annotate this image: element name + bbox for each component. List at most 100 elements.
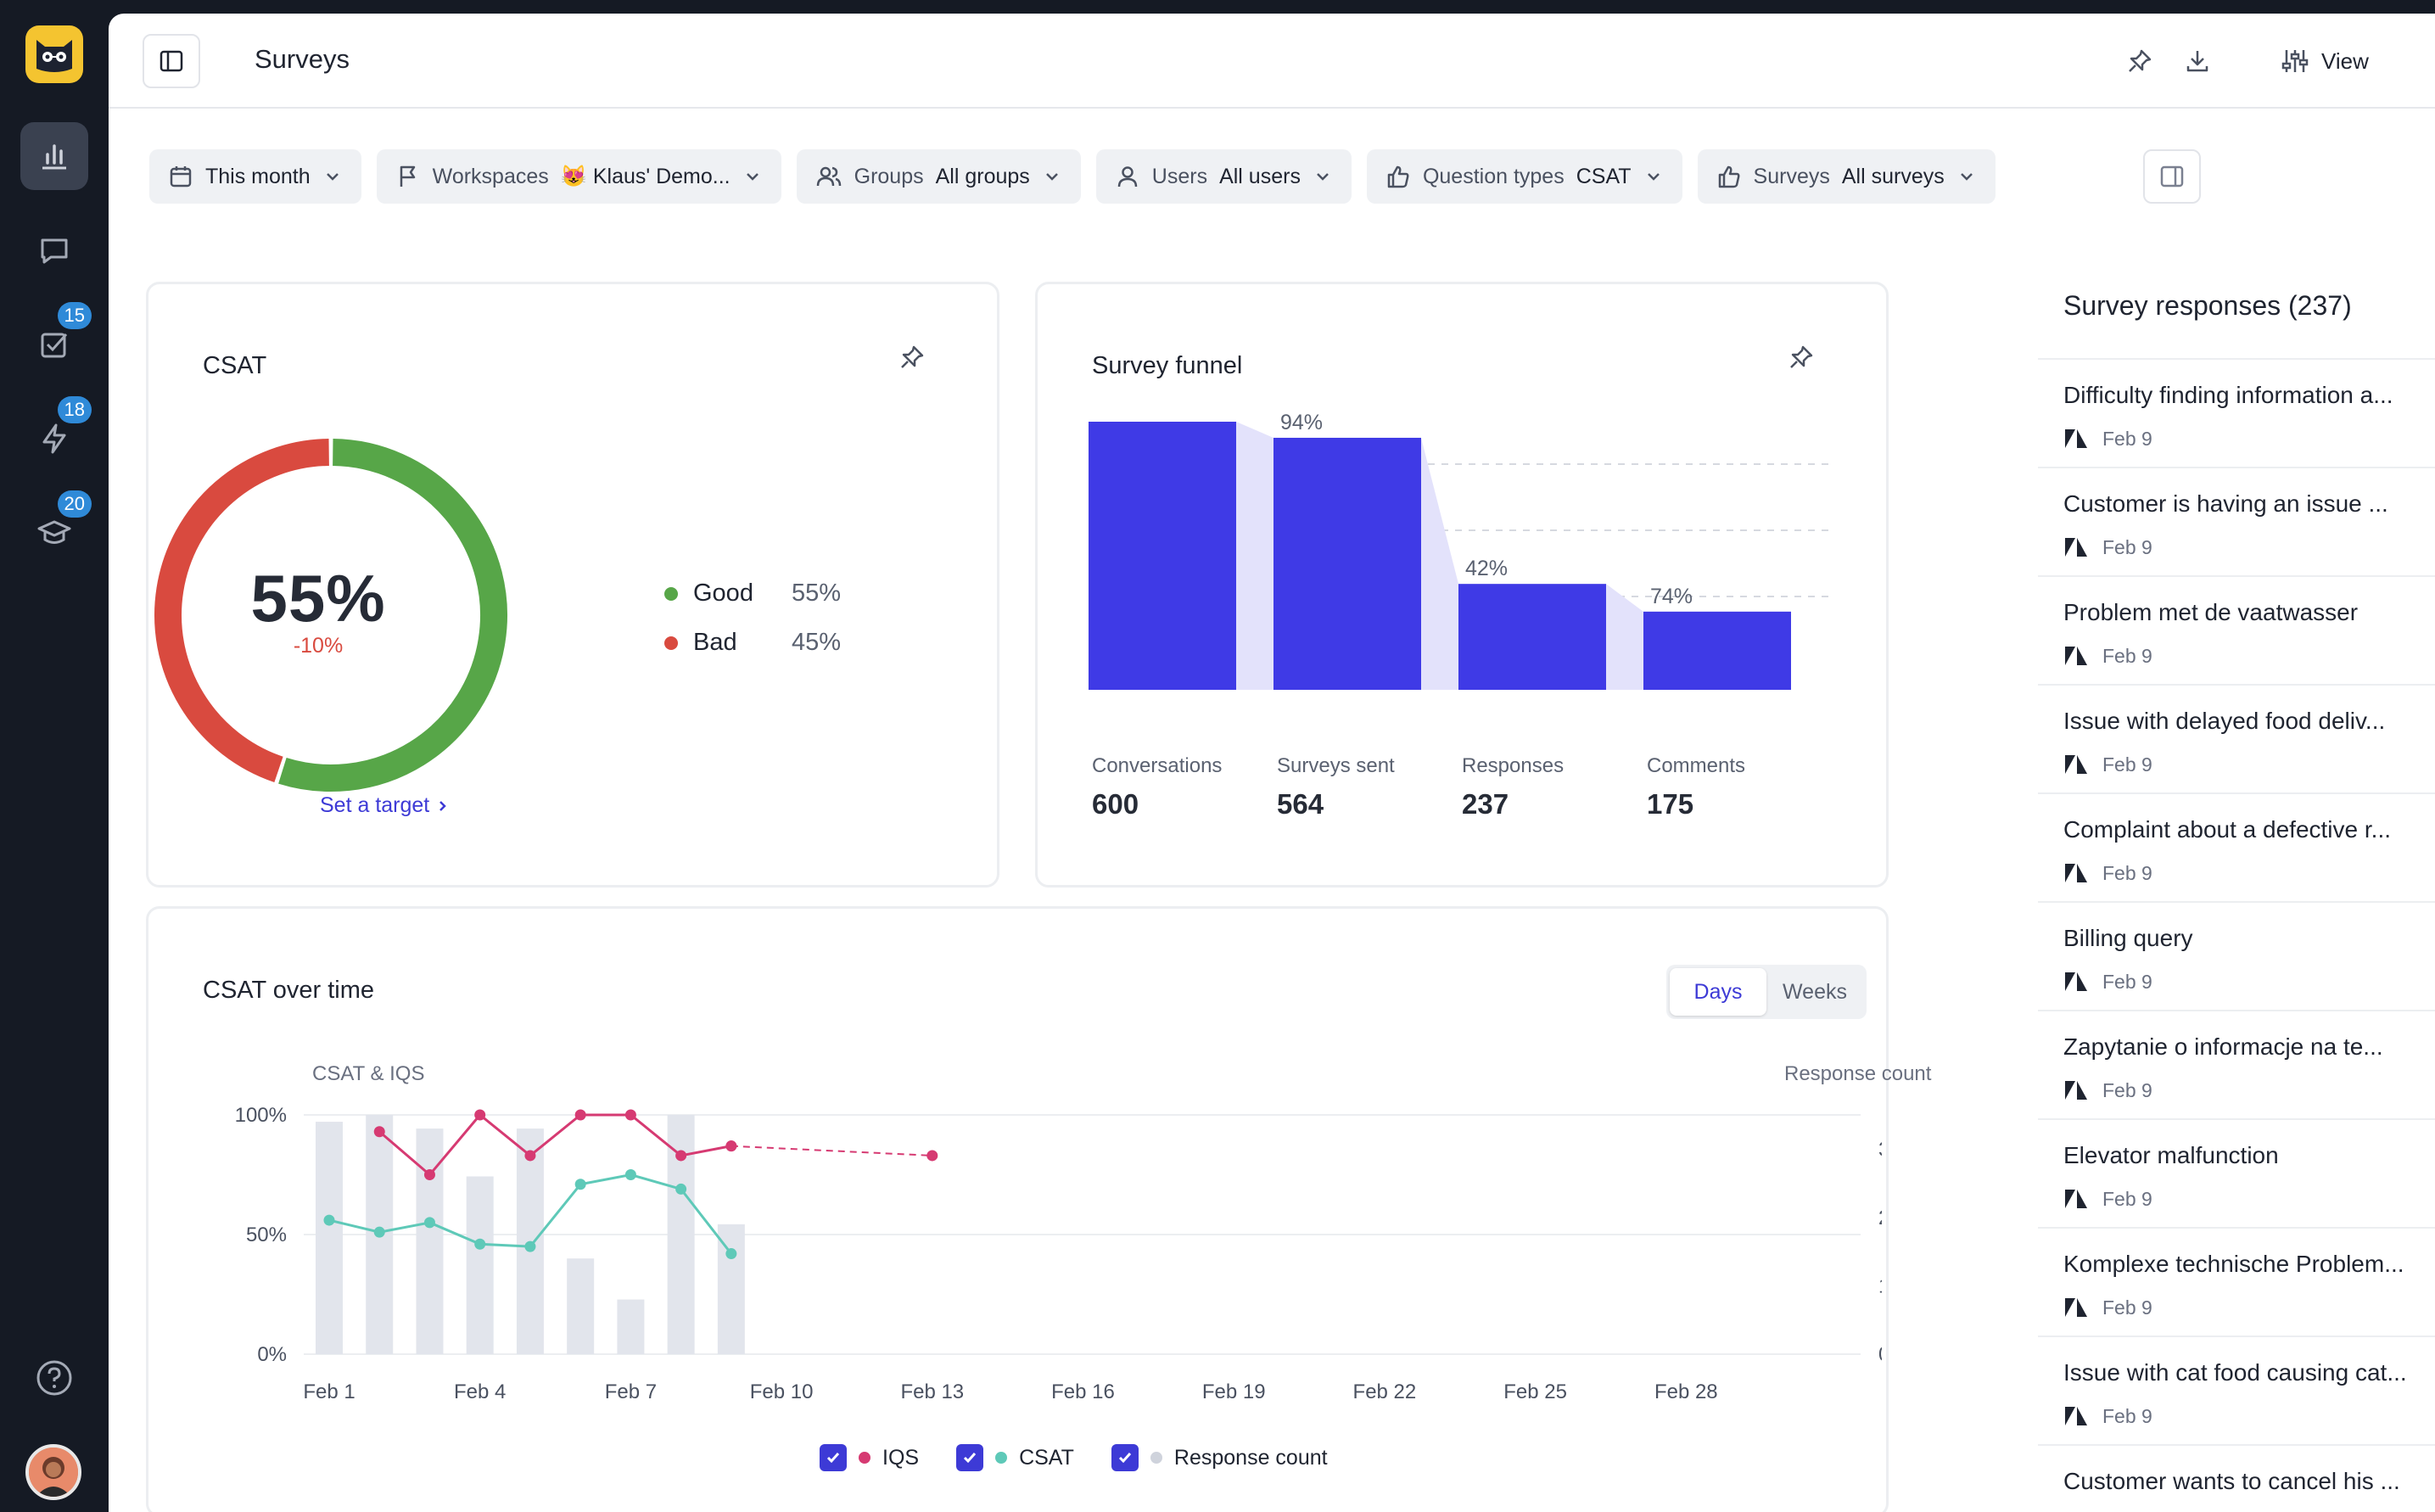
response-item[interactable]: Komplexe technische Problem...BadFeb 9 [2038, 1229, 2435, 1337]
iqs-point [524, 1150, 536, 1162]
check-icon [826, 1453, 840, 1464]
rail-help[interactable] [20, 1344, 88, 1412]
responses-list: Difficulty finding information a...BadFe… [2038, 358, 2435, 1512]
chevron-down-icon [1317, 173, 1329, 181]
x-tick-label: Feb 7 [605, 1380, 657, 1403]
legend-response-count[interactable]: Response count [1111, 1444, 1328, 1471]
response-item[interactable]: Customer wants to cancel his ...BadFeb 9 [2038, 1446, 2435, 1512]
calendar-icon [170, 166, 192, 188]
response-item[interactable]: Problem met de vaatwasserGoodFeb 9 [2038, 577, 2435, 686]
response-count-bar [316, 1122, 343, 1354]
pin-page-button[interactable] [2123, 44, 2157, 78]
response-item[interactable]: Zapytanie o informacje na te...GoodFeb 9 [2038, 1011, 2435, 1120]
legend-csat[interactable]: CSAT [956, 1444, 1074, 1471]
bar-chart-icon [42, 144, 66, 170]
filter-users[interactable]: Users All users [1095, 149, 1352, 204]
response-count-checkbox[interactable] [1111, 1444, 1139, 1471]
flag-icon [400, 165, 415, 187]
funnel-conversion-label: 94% [1280, 412, 1323, 434]
filter-groups[interactable]: Groups All groups [796, 149, 1081, 204]
donut-slice-good [278, 439, 507, 792]
view-label: View [2321, 48, 2369, 74]
response-item[interactable]: Issue with delayed food deliv...GoodFeb … [2038, 686, 2435, 794]
zendesk-icon [2065, 538, 2087, 557]
csat-point [474, 1238, 486, 1250]
funnel-connector [1606, 584, 1643, 690]
set-target-link[interactable]: Set a target [320, 793, 450, 818]
donut-center: 55% -10% [191, 560, 445, 658]
response-item[interactable]: Difficulty finding information a...BadFe… [2038, 360, 2435, 468]
funnel-card: Survey funnel 94% 42% 74% Conversations 60… [1035, 282, 1889, 888]
chevron-down-icon [746, 173, 758, 181]
user-avatar[interactable] [25, 1444, 81, 1500]
zendesk-icon [2065, 1190, 2087, 1208]
chart-legend: IQS CSAT Response count [820, 1444, 1328, 1471]
x-tick-label: Feb 28 [1654, 1380, 1718, 1403]
response-item[interactable]: Billing queryBadFeb 9 [2038, 903, 2435, 1011]
check-icon [1118, 1453, 1132, 1464]
funnel-bar-responses [1458, 584, 1606, 690]
avatar-photo [29, 1448, 78, 1497]
rail-conversations[interactable] [20, 216, 88, 284]
legend-bad-value: 45% [792, 629, 842, 656]
csat-over-time-chart: 0% 50% 100% 0 10 20 30 Feb 1 Feb 4 Feb 7 Feb 10 Feb… [235, 1104, 1882, 1403]
filter-question-types[interactable]: Question types CSAT [1366, 149, 1682, 204]
filter-workspaces[interactable]: Workspaces 😻 Klaus' Demo... [376, 149, 781, 204]
csat-donut-chart [154, 439, 507, 792]
csat-title: CSAT [203, 352, 267, 379]
good-dot [664, 586, 678, 601]
toggle-weeks[interactable]: Weeks [1783, 979, 1847, 1004]
response-date: Feb 9 [2102, 1188, 2152, 1210]
download-button[interactable] [2180, 44, 2214, 78]
filter-date[interactable]: This month [149, 149, 361, 204]
rail-analytics[interactable] [20, 122, 88, 190]
funnel-bar-comments [1643, 611, 1791, 690]
sliders-icon [2281, 50, 2309, 72]
iqs-checkbox[interactable] [820, 1444, 847, 1471]
left-rail: 15 18 20 [0, 0, 109, 1512]
legend-good-label: Good [693, 580, 753, 607]
filter-workspaces-label: Workspaces [432, 164, 549, 188]
response-item[interactable]: Complaint about a defective r...GoodFeb … [2038, 794, 2435, 903]
toggle-sidebar-button[interactable] [143, 34, 200, 88]
set-target-label: Set a target [320, 793, 430, 817]
survey-responses-panel: Survey responses (237) Difficulty findin… [2038, 277, 2435, 1512]
response-item[interactable]: Elevator malfunctionBadFeb 9 [2038, 1120, 2435, 1229]
app-logo[interactable] [25, 25, 83, 83]
rail-automations[interactable]: 18 [20, 396, 92, 473]
chevron-down-icon [1960, 173, 1973, 181]
iqs-point [574, 1109, 586, 1121]
zendesk-icon [2065, 1081, 2087, 1100]
response-count-bar [466, 1176, 494, 1354]
stat-value: 237 [1462, 788, 1509, 820]
filter-surveys[interactable]: Surveys All surveys [1697, 149, 1996, 204]
response-date: Feb 9 [2102, 1405, 2152, 1427]
funnel-conversion-label: 42% [1465, 557, 1508, 580]
rail-tasks[interactable]: 15 [20, 302, 92, 378]
zendesk-icon [2065, 1407, 2087, 1425]
chevron-down-icon [326, 173, 339, 181]
toggle-side-panel-button[interactable] [2143, 149, 2201, 204]
toggle-days[interactable]: Days [1670, 968, 1766, 1016]
left-axis-label: CSAT & IQS [312, 1062, 425, 1085]
filter-users-value: All users [1219, 164, 1301, 188]
response-date: Feb 9 [2102, 971, 2152, 993]
response-item[interactable]: Customer is having an issue ...GoodFeb 9 [2038, 468, 2435, 577]
iqs-point [423, 1169, 435, 1180]
funnel-bar-conversations [1089, 422, 1236, 690]
response-item[interactable]: Issue with cat food causing cat...BadFeb… [2038, 1337, 2435, 1446]
filter-workspaces-value: 😻 Klaus' Demo... [560, 164, 730, 188]
right-axis-label: Response count [1784, 1062, 1932, 1085]
rail-learning[interactable]: 20 [20, 490, 92, 567]
response-title: Zapytanie o informacje na te... [2063, 1033, 2383, 1060]
csat-checkbox[interactable] [956, 1444, 984, 1471]
stat-label: Comments [1647, 754, 1746, 777]
legend-good-value: 55% [792, 580, 842, 607]
lightning-icon [42, 423, 66, 454]
pin-csat-button[interactable] [895, 340, 929, 374]
view-settings-button[interactable]: View [2281, 39, 2369, 83]
zendesk-icon [2065, 647, 2087, 665]
thumbs-up-icon [1387, 165, 1409, 188]
legend-iqs[interactable]: IQS [820, 1444, 919, 1471]
pin-funnel-button[interactable] [1784, 340, 1818, 374]
